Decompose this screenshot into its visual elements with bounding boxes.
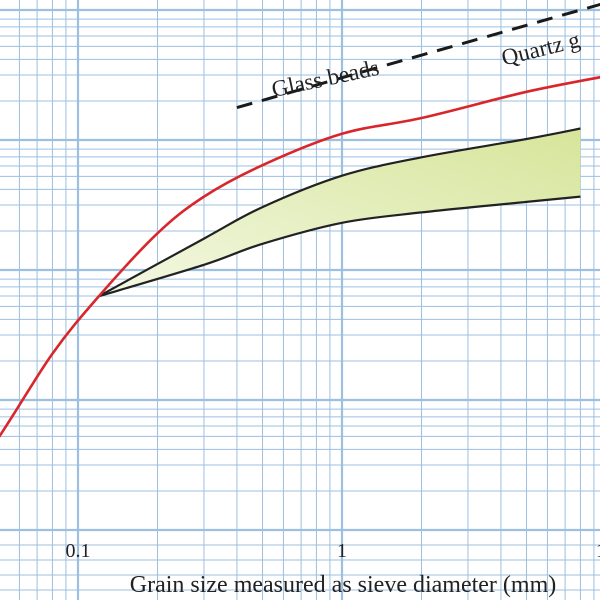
band-lower-line: [98, 195, 581, 298]
annotation-label: Quartz g: [499, 27, 583, 71]
x-axis-title: Grain size measured as sieve diameter (m…: [130, 572, 557, 598]
x-tick-label: 10: [596, 540, 600, 562]
series-layer: [0, 2, 600, 438]
series-line-quartz-grains: [0, 75, 600, 438]
band-layer: [98, 127, 581, 298]
x-tick-label: 0.1: [66, 540, 91, 562]
band-upper-line: [98, 127, 581, 298]
series-line-glass-beads: [236, 2, 600, 110]
tick-labels: 0.1 1 10: [66, 540, 600, 562]
annotation-label: Glass beads: [269, 55, 381, 102]
x-tick-label: 1: [337, 540, 347, 562]
band-fill: [98, 128, 581, 297]
